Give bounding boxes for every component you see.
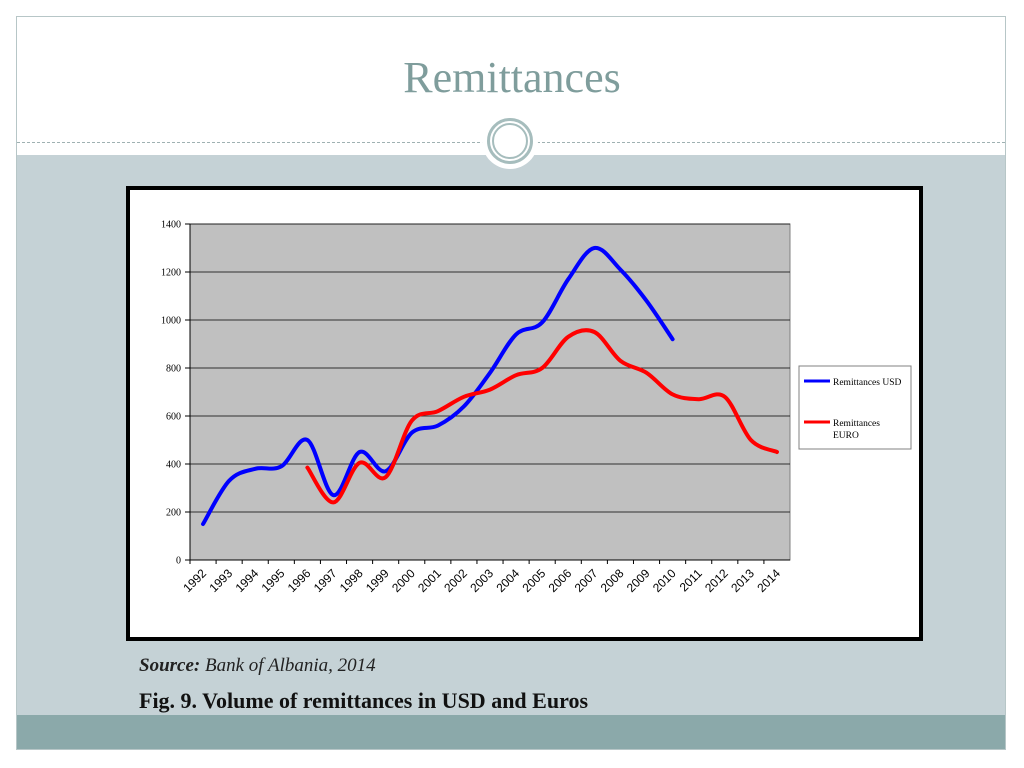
series-line-usd (201, 245, 675, 526)
series-line-euro (305, 328, 779, 505)
legend-label: Remittances USD (833, 378, 901, 388)
y-tick-label: 1200 (161, 268, 181, 279)
x-tick-label: 2013 (728, 566, 757, 595)
x-tick-label: 2002 (441, 566, 470, 595)
x-tick-label: 2009 (624, 566, 653, 595)
x-tick-label: 1998 (337, 566, 366, 595)
x-tick-label: 2008 (598, 566, 627, 595)
figure-caption: Fig. 9. Volume of remittances in USD and… (139, 688, 589, 713)
y-tick-label: 600 (166, 412, 181, 423)
x-tick-label: 2005 (520, 566, 549, 595)
slide-footer-band (17, 715, 1005, 749)
x-tick-label: 2010 (650, 566, 679, 595)
ornament-inner-ring (492, 123, 528, 159)
x-tick-label: 1992 (180, 566, 209, 595)
page-title: Remittances (403, 53, 621, 102)
y-tick-label: 400 (166, 460, 181, 471)
y-tick-label: 1000 (161, 316, 181, 327)
y-tick-label: 1400 (161, 220, 181, 231)
y-tick-label: 0 (176, 556, 181, 567)
y-tick-label: 800 (166, 364, 181, 375)
x-tick-label: 2012 (702, 566, 731, 595)
x-tick-label: 1999 (363, 566, 392, 595)
x-tick-label: 1997 (311, 566, 340, 595)
x-tick-label: 2003 (467, 566, 496, 595)
plot-area (189, 223, 791, 561)
x-tick-label: 2011 (677, 566, 705, 594)
remittances-chart: 0200400600800100012001400199219931994199… (161, 220, 912, 595)
y-tick-label: 200 (166, 508, 181, 519)
x-tick-label: 1993 (206, 566, 235, 595)
x-tick-label: 1995 (259, 566, 288, 595)
x-tick-label: 2001 (415, 566, 444, 595)
x-tick-label: 2007 (572, 566, 601, 595)
source-text: Bank of Albania, 2014 (204, 655, 376, 676)
slide-frame (16, 16, 1006, 750)
x-tick-label: 2006 (546, 566, 575, 595)
x-tick-label: 1996 (285, 566, 314, 595)
source-label: Source: (139, 655, 201, 676)
source-note: Source: Bank of Albania, 2014 (139, 655, 376, 677)
ornament-ring (487, 118, 533, 164)
x-tick-label: 2004 (493, 566, 522, 595)
x-tick-label: 1994 (233, 566, 262, 595)
x-tick-label: 2014 (754, 566, 783, 595)
legend-label: Remittances EURO (833, 419, 880, 441)
x-tick-label: 2000 (389, 566, 418, 595)
